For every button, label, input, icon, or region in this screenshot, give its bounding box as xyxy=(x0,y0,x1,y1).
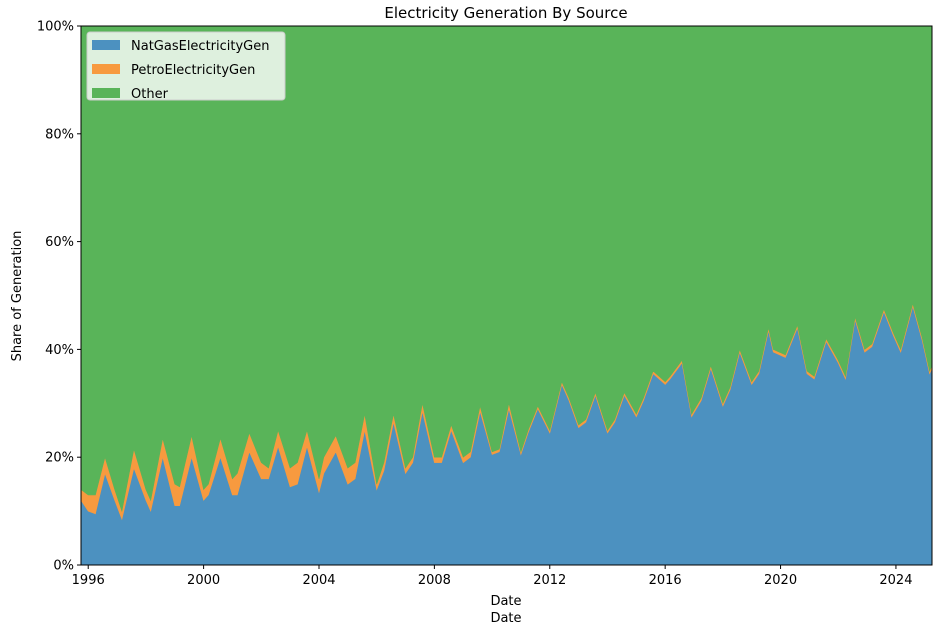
legend-swatch xyxy=(92,40,120,50)
y-tick-label: 60% xyxy=(45,235,74,250)
y-tick-label: 100% xyxy=(37,20,74,35)
x-tick-label: 2000 xyxy=(187,573,220,588)
legend: NatGasElectricityGen PetroElectricityGen O… xyxy=(86,31,286,102)
y-tick-label: 40% xyxy=(45,343,74,358)
x-tick-label: 2004 xyxy=(302,573,335,588)
x-tick-label: 2024 xyxy=(879,573,912,588)
y-tick-label: 80% xyxy=(45,127,74,142)
x-tick-label: 2016 xyxy=(649,573,682,588)
legend-swatch xyxy=(92,64,120,74)
legend-swatch xyxy=(92,88,120,98)
plot-frame xyxy=(80,25,933,566)
y-tick-label: 20% xyxy=(45,451,74,466)
legend-label: NatGasElectricityGen xyxy=(131,39,270,54)
x-axis-label-repeat: Date xyxy=(490,611,521,626)
x-axis-label: Date xyxy=(490,594,521,609)
chart-title: Electricity Generation By Source xyxy=(384,4,627,22)
x-tick-label: 2012 xyxy=(533,573,566,588)
x-tick-label: 2020 xyxy=(764,573,797,588)
y-axis: 0% 20% 40% 60% 80% 100% xyxy=(37,20,81,574)
y-tick-label: 0% xyxy=(53,559,74,574)
legend-label: PetroElectricityGen xyxy=(131,63,255,78)
plot-areas xyxy=(80,25,933,566)
x-axis: 1996 2000 2004 2008 2012 2016 2020 2024 xyxy=(72,565,912,588)
x-tick-label: 2008 xyxy=(418,573,451,588)
legend-label: Other xyxy=(131,87,169,102)
x-tick-label: 1996 xyxy=(72,573,105,588)
legend-box xyxy=(86,31,286,101)
y-axis-label: Share of Generation xyxy=(10,231,25,362)
